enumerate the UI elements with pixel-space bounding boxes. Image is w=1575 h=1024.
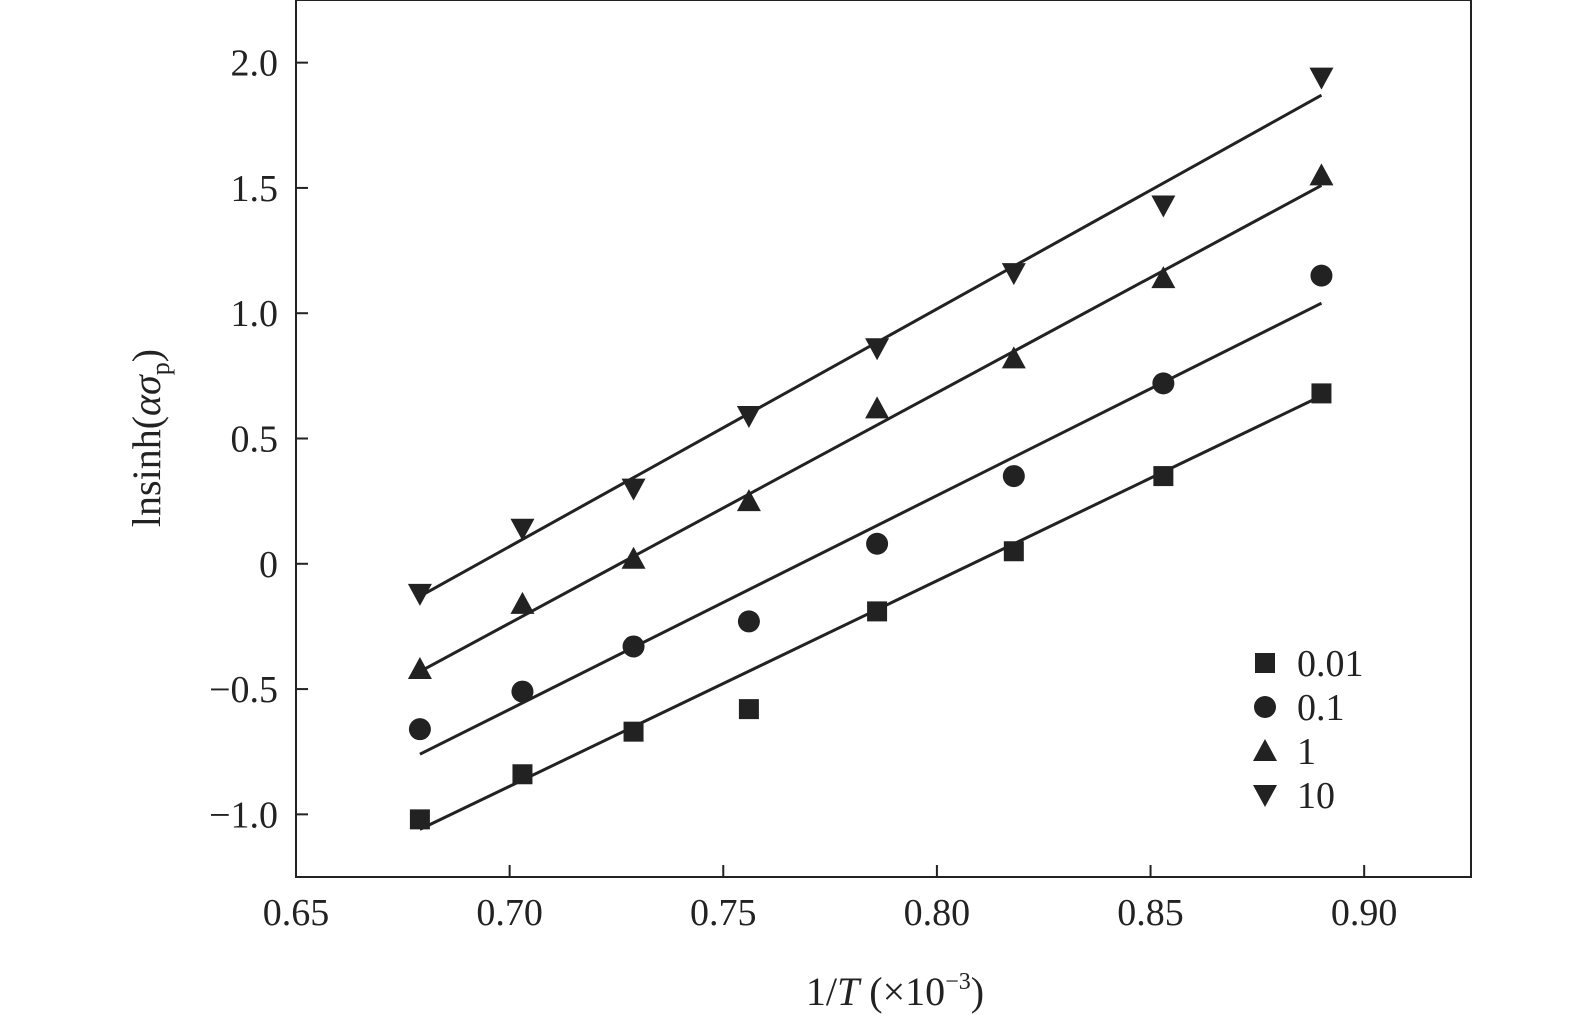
data-point-circle (511, 680, 534, 703)
data-point-circle (1002, 465, 1025, 488)
data-point-triangle-down (1151, 195, 1176, 218)
data-point-triangle-up (736, 489, 761, 512)
y-tick-label: 0.5 (231, 419, 279, 461)
x-tick-label: 0.75 (690, 892, 757, 934)
y-tick-label: 0 (259, 544, 278, 586)
x-tick-label: 0.80 (904, 892, 971, 934)
x-axis-title: 1/T (×10−3) (806, 969, 984, 1014)
data-point-circle (622, 635, 645, 658)
data-point-circle (737, 610, 760, 633)
data-point-triangle-up (1001, 346, 1026, 369)
y-tick-label: 1.5 (231, 168, 279, 210)
legend-marker-triangle-down (1253, 785, 1277, 807)
data-point-square (1003, 541, 1024, 562)
legend-label: 10 (1297, 775, 1335, 817)
data-point-square (409, 809, 430, 830)
data-point-triangle-down (510, 518, 535, 541)
y-tick-label: 1.0 (231, 293, 279, 335)
data-point-square (1311, 383, 1332, 404)
y-axis-title: lnsinh(ασp) (124, 349, 175, 527)
data-points (407, 67, 1334, 830)
data-point-triangle-up (1151, 266, 1176, 289)
legend-label: 0.1 (1297, 687, 1345, 729)
data-point-triangle-up (407, 657, 432, 680)
data-point-triangle-up (1309, 163, 1334, 186)
data-point-triangle-down (1001, 263, 1026, 286)
fit-line-0.1 (419, 301, 1323, 756)
data-point-triangle-down (621, 478, 646, 501)
legend-item: 10 (1253, 775, 1335, 817)
data-point-circle (866, 532, 889, 555)
data-point-square (623, 721, 644, 742)
data-point-circle (1152, 372, 1175, 395)
x-tick-label: 0.70 (476, 892, 543, 934)
x-tick-label: 0.65 (263, 892, 330, 934)
fit-lines (419, 93, 1323, 831)
y-tick-label: −1.0 (209, 794, 278, 836)
data-point-triangle-down (1309, 67, 1334, 90)
data-point-triangle-up (510, 591, 535, 614)
data-point-square (867, 601, 888, 622)
data-point-triangle-down (865, 338, 890, 361)
plot-frame (295, 0, 1472, 878)
data-point-triangle-up (621, 546, 646, 569)
legend-label: 1 (1297, 731, 1316, 773)
legend-marker-square (1255, 653, 1275, 673)
data-point-triangle-up (865, 396, 890, 419)
axis-ticks: 0.65 0.70 0.75 0.80 0.85 0.90 −1.0 −0.5 0 0.5 1.0 1… (209, 43, 1397, 934)
data-point-square (512, 764, 533, 785)
legend-item: 0.01 (1255, 643, 1364, 685)
data-point-circle (408, 718, 431, 741)
y-tick-label: −0.5 (209, 669, 278, 711)
legend-item: 0.1 (1254, 687, 1345, 729)
data-point-circle (1310, 264, 1333, 287)
legend-marker-circle (1254, 696, 1276, 718)
data-point-triangle-down (736, 405, 761, 428)
legend-item: 1 (1253, 731, 1316, 773)
data-point-square (1153, 466, 1174, 487)
data-point-triangle-down (407, 583, 432, 606)
y-tick-label: 2.0 (231, 43, 279, 85)
x-tick-label: 0.90 (1331, 892, 1398, 934)
legend-label: 0.01 (1297, 643, 1364, 685)
legend-marker-triangle-up (1253, 739, 1277, 761)
x-tick-label: 0.85 (1117, 892, 1184, 934)
data-point-square (738, 699, 759, 720)
fit-line-1 (419, 184, 1323, 673)
